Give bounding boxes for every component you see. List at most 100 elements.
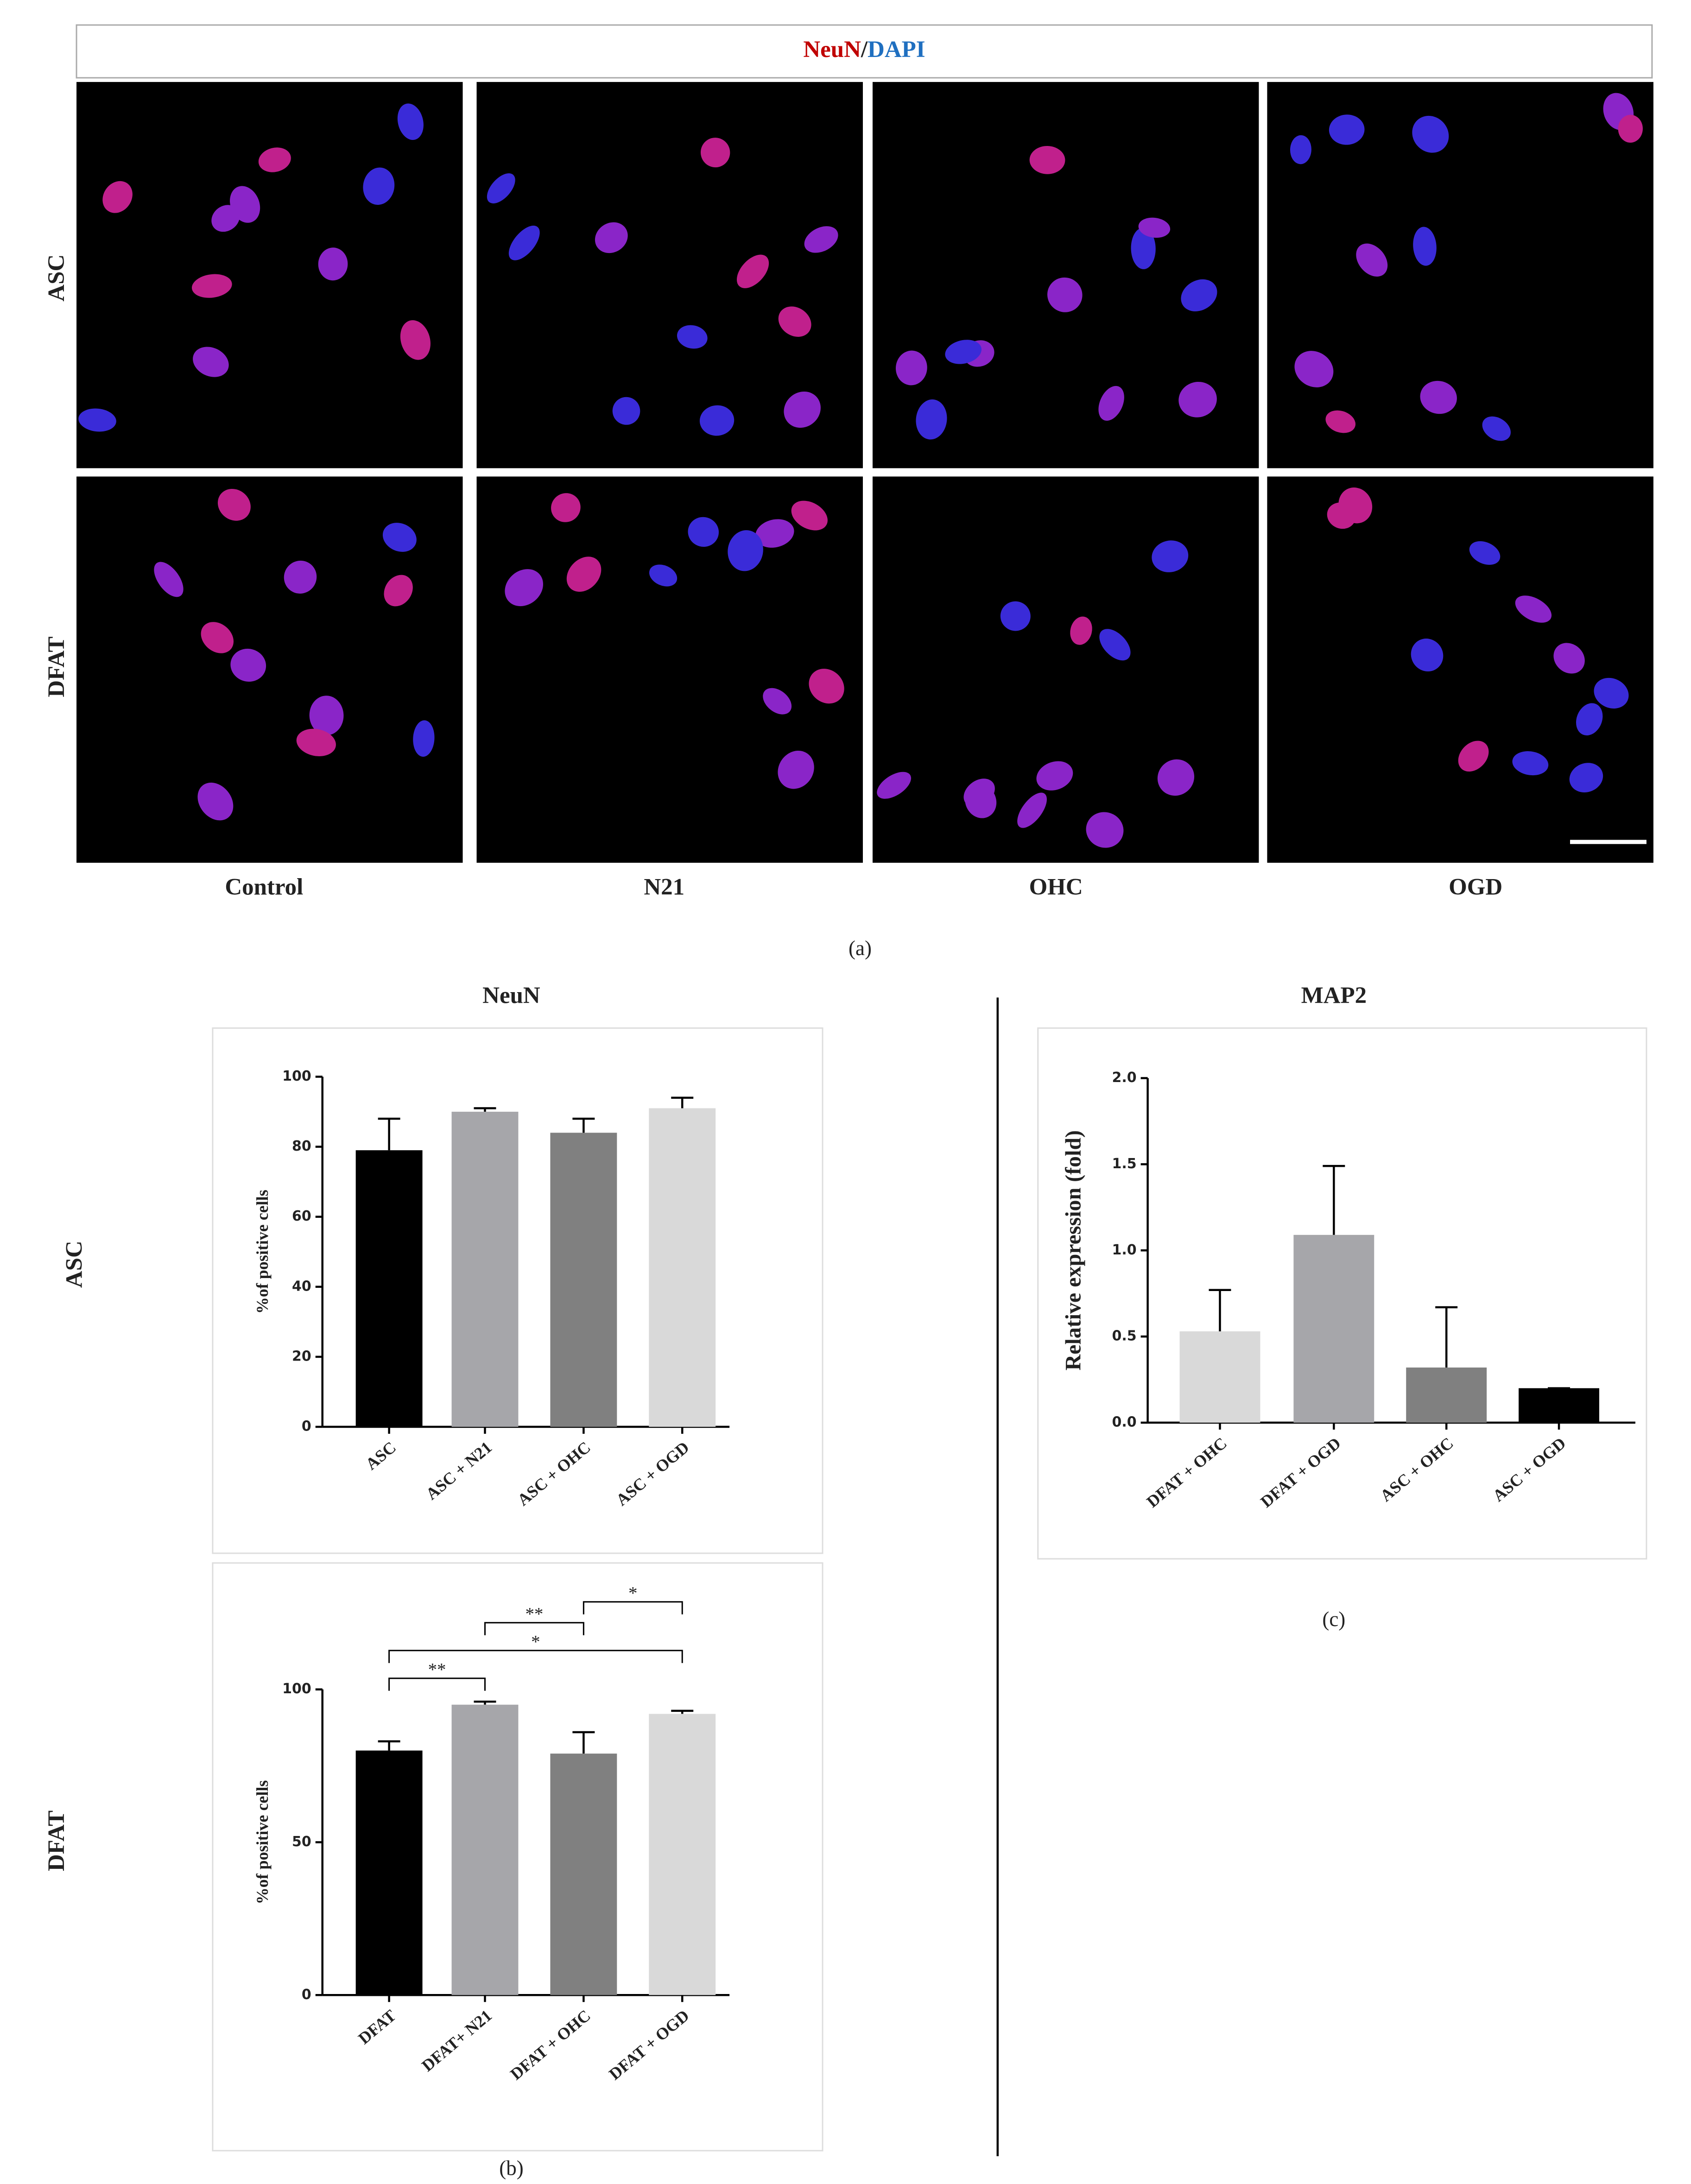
row-label: DFAT bbox=[44, 1811, 70, 1871]
nucleus bbox=[193, 347, 229, 377]
nucleus bbox=[201, 622, 234, 653]
bar bbox=[451, 1704, 519, 1995]
nucleus bbox=[78, 408, 116, 432]
nucleus bbox=[791, 500, 828, 531]
bar bbox=[355, 1150, 423, 1427]
nucleus bbox=[1553, 643, 1585, 674]
nucleus bbox=[895, 350, 927, 386]
y-tick-label: 2.0 bbox=[1112, 1070, 1137, 1086]
y-axis-label: Relative expression (fold) bbox=[1061, 1130, 1086, 1371]
nucleus bbox=[505, 569, 543, 607]
nucleus bbox=[384, 575, 413, 607]
column-label: OGD bbox=[1449, 874, 1502, 900]
nucleus bbox=[1413, 227, 1437, 266]
nucleus bbox=[1181, 279, 1217, 311]
micrograph bbox=[872, 476, 1259, 863]
x-tick-label: ASC + OGD bbox=[613, 1438, 693, 1509]
bar bbox=[649, 1108, 716, 1427]
row-label: DFAT bbox=[44, 637, 70, 697]
significance-label: * bbox=[531, 1632, 540, 1652]
x-tick-label: DFAT bbox=[355, 2006, 399, 2048]
nucleus bbox=[1329, 114, 1365, 145]
chart-frame bbox=[212, 1027, 823, 1554]
y-tick-label: 100 bbox=[282, 1681, 311, 1697]
header-box bbox=[76, 24, 1653, 79]
chart-frame bbox=[1037, 1027, 1647, 1560]
nucleus bbox=[284, 560, 317, 594]
nucleus bbox=[1017, 792, 1047, 828]
stain-1: NeuN bbox=[803, 37, 861, 63]
y-tick-label: 0 bbox=[302, 1987, 311, 2003]
nucleus bbox=[736, 254, 769, 288]
chart-title: NeuN bbox=[482, 982, 540, 1008]
nucleus bbox=[1420, 380, 1457, 414]
bar bbox=[1406, 1367, 1487, 1423]
significance-bracket bbox=[388, 1650, 683, 1663]
bar bbox=[1179, 1331, 1260, 1423]
nucleus bbox=[1327, 502, 1356, 529]
x-tick-label: DFAT + OGD bbox=[605, 2006, 692, 2083]
micrograph bbox=[76, 82, 463, 468]
nucleus bbox=[1412, 115, 1449, 153]
nucleus bbox=[154, 562, 184, 597]
nucleus bbox=[1411, 639, 1444, 671]
column-label: Control bbox=[225, 874, 303, 900]
y-tick-label: 20 bbox=[292, 1348, 311, 1364]
nucleus bbox=[1029, 146, 1065, 174]
nucleus bbox=[1356, 243, 1388, 277]
nucleus bbox=[508, 225, 540, 260]
chart-frame bbox=[212, 1562, 823, 2152]
significance-bracket bbox=[388, 1678, 486, 1691]
nucleus bbox=[755, 519, 794, 548]
x-tick-label: DFAT+ N21 bbox=[418, 2006, 495, 2075]
nucleus bbox=[916, 399, 947, 440]
nucleus bbox=[677, 325, 708, 349]
nucleus bbox=[551, 493, 581, 522]
nucleus bbox=[102, 181, 133, 213]
nucleus bbox=[612, 397, 640, 425]
nucleus bbox=[296, 728, 336, 756]
nucleus bbox=[1047, 277, 1083, 312]
nucleus bbox=[1458, 741, 1489, 772]
row-label: ASC bbox=[62, 1241, 88, 1288]
separator: / bbox=[861, 37, 868, 63]
panel-label: (c) bbox=[1322, 1608, 1345, 1631]
y-tick-label: 50 bbox=[292, 1834, 311, 1850]
significance-bracket bbox=[484, 1622, 584, 1635]
row-label: ASC bbox=[44, 254, 70, 302]
nucleus bbox=[945, 340, 982, 364]
x-tick-label: ASC + OHC bbox=[1377, 1434, 1457, 1505]
nucleus bbox=[566, 557, 602, 592]
nucleus bbox=[784, 391, 821, 428]
y-axis-label: %of positive cells bbox=[253, 1780, 272, 1905]
nucleus bbox=[217, 488, 251, 521]
nucleus bbox=[1070, 616, 1092, 645]
nucleus bbox=[382, 523, 417, 552]
y-tick-label: 100 bbox=[282, 1068, 311, 1084]
nucleus bbox=[1152, 540, 1189, 572]
bar bbox=[550, 1754, 617, 1995]
nucleus bbox=[397, 103, 424, 140]
nucleus bbox=[804, 226, 838, 253]
bar bbox=[451, 1112, 519, 1427]
y-tick-label: 1.5 bbox=[1112, 1156, 1137, 1172]
nucleus bbox=[1325, 410, 1356, 433]
micrograph bbox=[476, 476, 863, 863]
significance-label: * bbox=[628, 1583, 637, 1603]
y-tick-label: 1.0 bbox=[1112, 1242, 1137, 1258]
x-tick-label: DFAT + OHC bbox=[1143, 1434, 1230, 1511]
x-tick-label: ASC + N21 bbox=[422, 1438, 495, 1503]
y-tick-label: 60 bbox=[292, 1208, 311, 1224]
nucleus bbox=[778, 750, 814, 789]
y-tick-label: 0.5 bbox=[1112, 1328, 1137, 1344]
nucleus bbox=[1131, 228, 1156, 269]
nucleus bbox=[363, 167, 395, 205]
nucleus bbox=[309, 696, 344, 735]
nucleus bbox=[1515, 595, 1552, 623]
nucleus bbox=[258, 147, 291, 172]
nucleus bbox=[1290, 135, 1311, 165]
bar bbox=[1519, 1388, 1599, 1423]
nucleus bbox=[778, 306, 811, 337]
y-tick-label: 0 bbox=[302, 1418, 311, 1435]
